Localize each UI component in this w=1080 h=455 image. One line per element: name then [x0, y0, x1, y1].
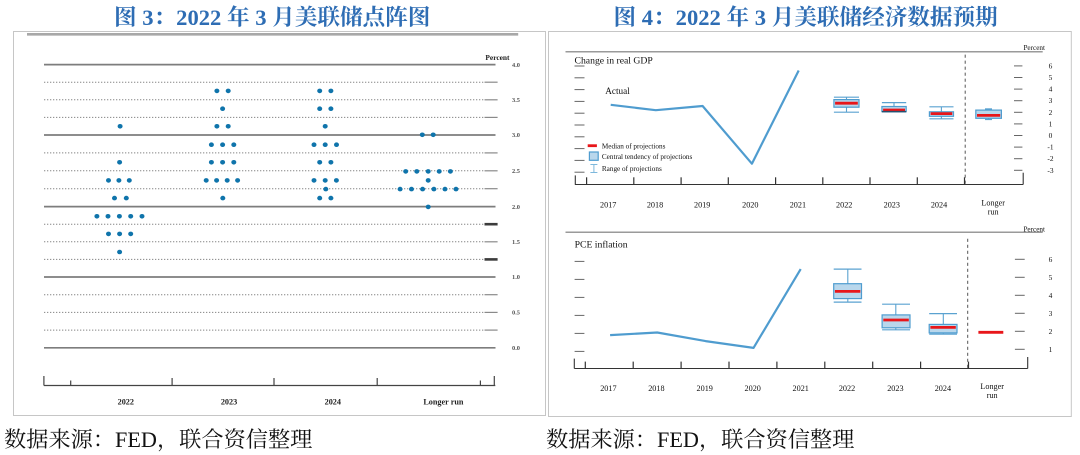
svg-text:Central tendency of projection: Central tendency of projections — [602, 153, 693, 161]
svg-text:Longer: Longer — [980, 382, 1004, 391]
svg-text:0.0: 0.0 — [512, 345, 520, 352]
svg-text:Percent: Percent — [485, 53, 510, 62]
svg-text:4: 4 — [642, 5, 653, 30]
svg-text:2021: 2021 — [793, 384, 809, 393]
svg-text:2022: 2022 — [839, 384, 855, 393]
svg-text:2024: 2024 — [931, 201, 947, 210]
svg-text:2021: 2021 — [790, 201, 806, 210]
svg-text:2020: 2020 — [745, 384, 761, 393]
svg-text:6: 6 — [1049, 61, 1053, 70]
svg-text:2024: 2024 — [935, 384, 951, 393]
svg-text:2.0: 2.0 — [512, 204, 520, 211]
svg-text:-1: -1 — [1047, 143, 1053, 152]
svg-text:2023: 2023 — [887, 384, 903, 393]
svg-text:3: 3 — [1049, 309, 1053, 318]
svg-text:3: 3 — [142, 5, 153, 30]
svg-text:3.5: 3.5 — [512, 97, 520, 104]
svg-text:3: 3 — [255, 5, 266, 30]
svg-text:Percent: Percent — [1023, 226, 1045, 234]
svg-text:Actual: Actual — [605, 86, 630, 96]
svg-text:2023: 2023 — [221, 398, 237, 407]
svg-text:FED: FED — [657, 427, 699, 452]
svg-text:1: 1 — [1049, 345, 1053, 354]
svg-text:5: 5 — [1049, 73, 1053, 82]
svg-text:1: 1 — [1049, 119, 1053, 128]
svg-text:4.0: 4.0 — [512, 62, 520, 69]
svg-text:1.5: 1.5 — [512, 239, 520, 246]
svg-text:2.5: 2.5 — [512, 168, 520, 175]
svg-text:2020: 2020 — [742, 201, 758, 210]
svg-text:5: 5 — [1049, 273, 1053, 282]
svg-text:2017: 2017 — [600, 384, 616, 393]
svg-text:2022: 2022 — [176, 5, 221, 30]
svg-text:PCE inflation: PCE inflation — [575, 240, 628, 251]
svg-text:2019: 2019 — [697, 384, 713, 393]
svg-text:3.0: 3.0 — [512, 132, 520, 139]
svg-text:4: 4 — [1049, 291, 1053, 300]
svg-text:6: 6 — [1049, 255, 1053, 264]
svg-text:2018: 2018 — [647, 201, 663, 210]
svg-text:2022: 2022 — [118, 398, 134, 407]
svg-text:-3: -3 — [1047, 166, 1053, 175]
svg-text:2018: 2018 — [648, 384, 664, 393]
svg-text:Longer run: Longer run — [423, 398, 464, 407]
svg-text:Change in real GDP: Change in real GDP — [575, 56, 653, 67]
svg-text:run: run — [987, 391, 998, 400]
svg-text:2024: 2024 — [325, 398, 341, 407]
svg-text:run: run — [988, 208, 999, 217]
svg-text:3: 3 — [1049, 96, 1053, 105]
svg-text:Percent: Percent — [1023, 44, 1045, 52]
svg-text:Longer: Longer — [981, 199, 1005, 208]
svg-text:4: 4 — [1049, 85, 1053, 94]
svg-text:0.5: 0.5 — [512, 310, 520, 317]
svg-text:2: 2 — [1049, 108, 1053, 117]
svg-text:-2: -2 — [1047, 154, 1053, 163]
svg-text:2022: 2022 — [836, 201, 852, 210]
svg-text:3: 3 — [755, 5, 766, 30]
svg-text:1.0: 1.0 — [512, 274, 520, 281]
svg-text:2023: 2023 — [884, 201, 900, 210]
svg-text:Median of projections: Median of projections — [602, 142, 666, 150]
svg-text:2: 2 — [1049, 327, 1053, 336]
svg-text:0: 0 — [1049, 131, 1053, 140]
svg-text:FED: FED — [115, 427, 157, 452]
svg-text:Range of projections: Range of projections — [602, 165, 662, 173]
svg-text:2019: 2019 — [694, 201, 710, 210]
svg-text:2017: 2017 — [600, 201, 616, 210]
svg-text:2022: 2022 — [676, 5, 721, 30]
